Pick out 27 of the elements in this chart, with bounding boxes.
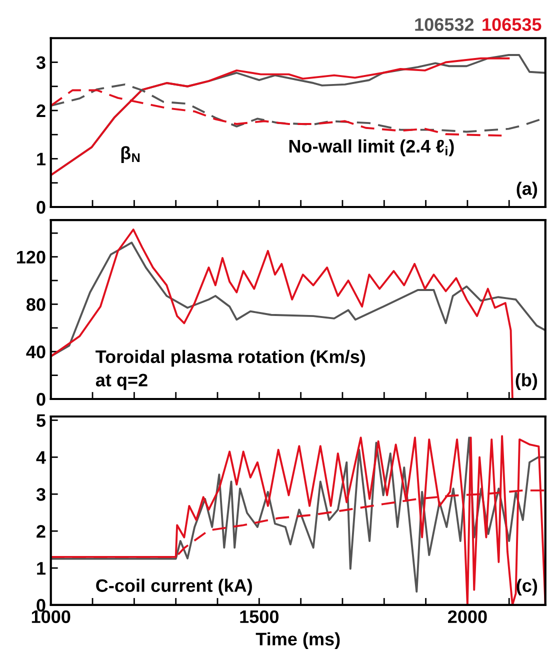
line-series xyxy=(50,228,514,399)
y-tick-label: 2 xyxy=(36,104,46,118)
y-tick-label: 5 xyxy=(36,414,46,427)
annotation: Toroidal plasma rotation (Km/s) at q=2 xyxy=(96,350,366,390)
y-tick-label: 0 xyxy=(36,392,46,406)
y-tick-label: 2 xyxy=(36,525,46,538)
y-tick-label: 0 xyxy=(36,598,46,612)
annotation: (b) xyxy=(516,373,538,390)
y-tick-label: 1 xyxy=(37,152,46,166)
y-tick-label: 40 xyxy=(26,346,46,358)
x-tick-label: 1500 xyxy=(240,610,279,624)
annotation: No-wall limit (2.4 ℓ$_{i}$) xyxy=(289,139,454,156)
x-axis-title: Time (ms) xyxy=(256,632,340,650)
y-tick-label: 120 xyxy=(17,250,46,264)
y-tick-label: 1 xyxy=(37,562,46,575)
y-tick-label: 3 xyxy=(36,56,46,69)
annotation: C-coil current (kA) xyxy=(96,578,252,596)
x-tick-label: 2000 xyxy=(448,610,487,624)
y-tick-label: 80 xyxy=(26,298,46,311)
y-tick-label: 4 xyxy=(36,451,46,464)
annotation: (a) xyxy=(516,182,538,199)
x-tick-label: 1000 xyxy=(32,610,70,624)
y-tick-label: 0 xyxy=(36,200,46,214)
series-label: 106535 xyxy=(482,18,542,31)
y-tick-label: 3 xyxy=(36,488,46,501)
series-label: 106532 xyxy=(415,18,474,31)
annotation: β$_{N}$ xyxy=(121,146,140,163)
